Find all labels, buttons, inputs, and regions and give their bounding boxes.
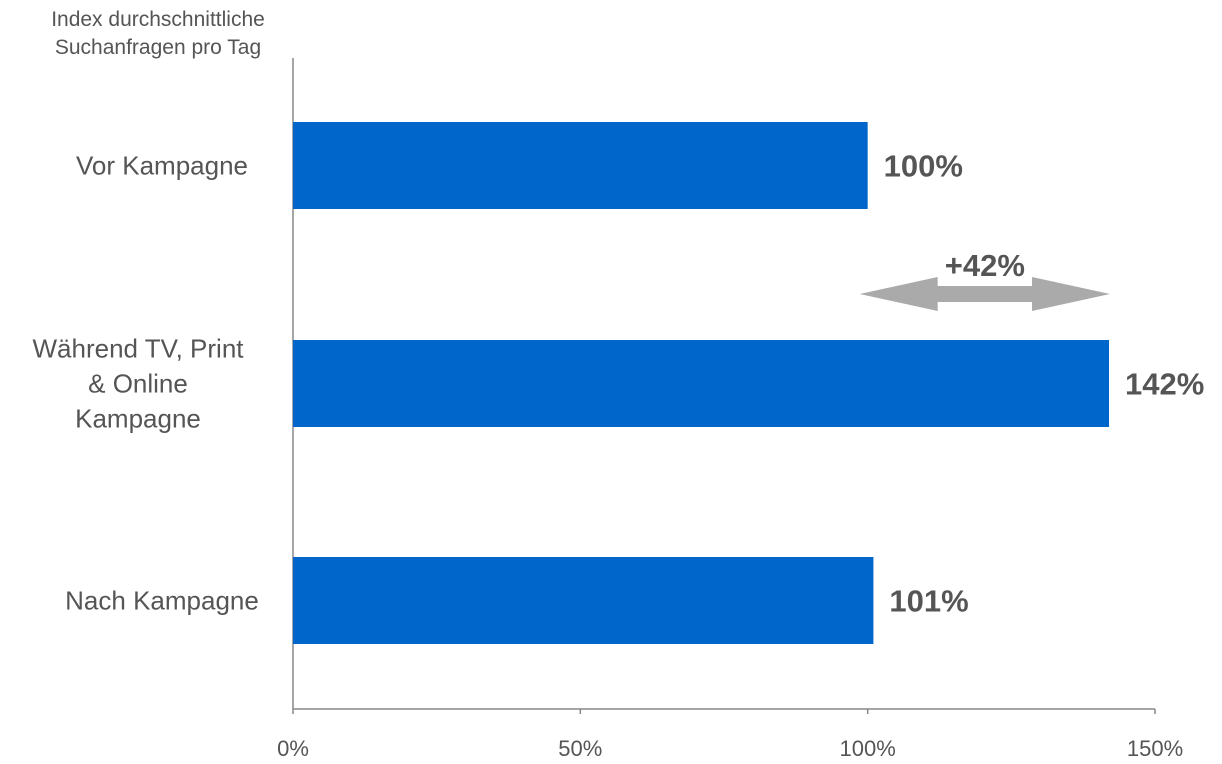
data-label: 142% xyxy=(1125,367,1204,402)
category-label: Während TV, Print & Online Kampagne xyxy=(33,334,245,434)
x-tick-label: 50% xyxy=(558,736,602,759)
category-label: Nach Kampagne xyxy=(65,586,259,616)
bar xyxy=(293,557,874,644)
x-tick-label: 100% xyxy=(840,736,896,759)
data-label: 100% xyxy=(884,149,963,184)
axis-title: Index durchschnittliche Suchanfragen pro… xyxy=(51,8,265,59)
x-tick-label: 150% xyxy=(1127,736,1183,759)
data-label: 101% xyxy=(889,584,968,619)
annotation-label: +42% xyxy=(945,248,1025,283)
bar xyxy=(293,122,868,209)
double-arrow xyxy=(859,277,1111,311)
bar xyxy=(293,340,1110,427)
x-tick-label: 0% xyxy=(277,736,309,759)
category-label: Vor Kampagne xyxy=(76,151,248,181)
